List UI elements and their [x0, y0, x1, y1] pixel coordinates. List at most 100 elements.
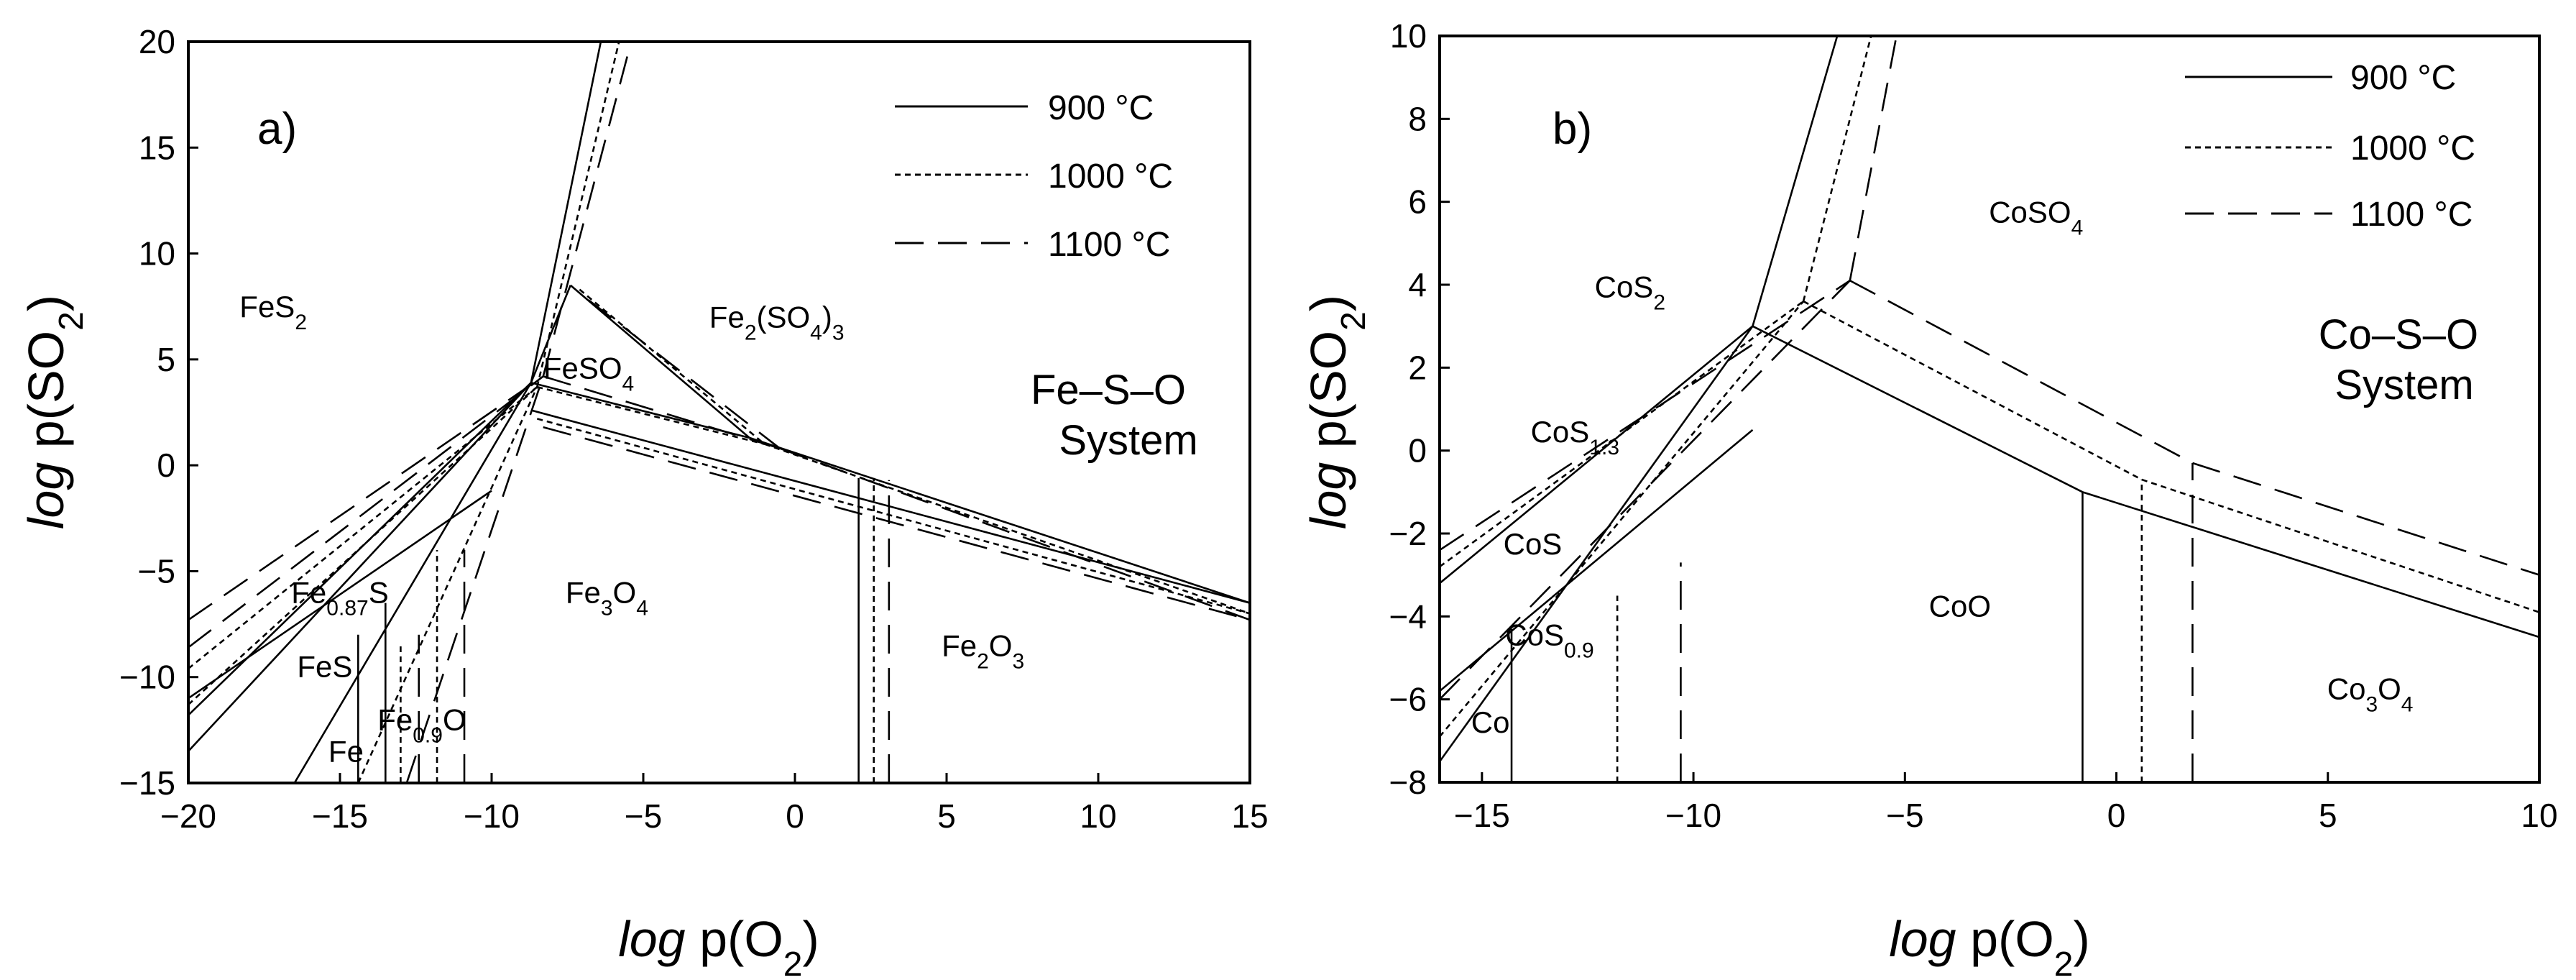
region-label: CoS0.9	[1505, 618, 1593, 663]
phase-boundary-2-7	[1440, 301, 1805, 738]
phase-boundary-2-2	[188, 386, 538, 669]
x-tick-label: 5	[937, 797, 956, 835]
region-label: CoSO4	[1989, 196, 2083, 240]
phase-boundary-2-2	[1802, 36, 1872, 302]
phase-boundary-3-4	[2192, 462, 2539, 576]
phase-boundary-1-13	[188, 490, 492, 700]
panel-a-frame	[187, 40, 1251, 784]
y-tick-label: 10	[139, 235, 175, 273]
phase-boundary-1-3	[530, 42, 602, 383]
phase-boundary-3-2	[188, 375, 544, 649]
y-tick-label: −10	[119, 659, 175, 696]
x-tick-label: −15	[312, 797, 368, 835]
x-tick-label: −5	[1886, 797, 1923, 834]
region-label: FeS2	[239, 290, 307, 334]
series-900C	[1440, 36, 2539, 782]
legend-b-label-1100: 1100 °C	[2350, 196, 2472, 234]
panel-b-region-labels: CoSO4 CoS2 CoS1.3 CoS CoS0.9 CoO Co Co3O4	[1471, 196, 2414, 739]
panel-b-y-axis-label: log p(SO2)	[1300, 295, 1373, 529]
phase-boundary-2-1	[188, 386, 538, 705]
x-tick-label: 0	[2107, 797, 2126, 834]
phase-boundary-3-4	[543, 375, 781, 449]
panel-b-ticks: −15 −10 −5 0 5 10 −8 −6 −4 −2 0 2 4 6 8 10	[1389, 17, 2558, 834]
y-tick-label: 4	[1408, 266, 1427, 303]
x-tick-label: −5	[625, 797, 662, 835]
phase-boundary-3-2	[1849, 36, 1898, 281]
phase-boundary-3-8	[405, 376, 544, 783]
y-tick-label: 10	[1390, 17, 1427, 55]
region-label: CoS	[1504, 527, 1563, 561]
region-label: CoS1.3	[1531, 415, 1619, 459]
x-tick-label: 0	[786, 797, 804, 835]
region-label: Fe0.9O	[377, 702, 466, 747]
series-1000C	[188, 42, 1250, 783]
panel-a-x-axis-label: log p(O2)	[618, 911, 819, 980]
phase-boundary-1-7	[569, 284, 750, 439]
phase-boundary-1-8	[530, 285, 571, 383]
x-tick-label: −10	[464, 797, 520, 835]
y-tick-label: 5	[157, 341, 175, 378]
y-tick-label: −6	[1389, 681, 1427, 718]
series-900C	[188, 42, 1250, 783]
phase-boundary-3-3	[542, 42, 632, 377]
y-tick-label: 8	[1408, 100, 1427, 137]
x-tick-label: 10	[1080, 797, 1116, 835]
panel-b-legend: 900 °C 1000 °C 1100 °C	[2185, 59, 2475, 234]
y-tick-label: −15	[119, 764, 175, 802]
panel-a-y-axis-label: log p(SO2)	[18, 295, 91, 529]
region-label: FeS	[297, 650, 352, 684]
y-tick-label: −8	[1389, 764, 1427, 801]
phase-boundary-3-6	[543, 426, 1250, 621]
panel-b-letter: b)	[1552, 104, 1592, 154]
phase-boundary-2-6	[536, 418, 1250, 615]
phase-boundary-3-7	[1440, 280, 1851, 700]
region-label: Fe0.87S	[291, 576, 388, 620]
y-tick-label: −2	[1389, 515, 1427, 552]
phase-boundary-1-2	[1752, 36, 1839, 327]
region-label: Fe2(SO4)3	[709, 301, 845, 345]
legend-label-1000: 1000 °C	[1048, 157, 1173, 196]
x-tick-label: 5	[2319, 797, 2337, 834]
x-tick-label: 15	[1231, 797, 1268, 835]
y-tick-label: −5	[138, 552, 175, 590]
panel-a-series	[188, 42, 1250, 783]
y-tick-label: 20	[139, 23, 175, 60]
phase-boundary-1-9	[293, 382, 532, 783]
y-tick-label: 15	[139, 129, 175, 166]
phase-boundary-1-3	[1752, 325, 2084, 493]
panel-b-series	[1440, 36, 2539, 782]
region-label: CoS2	[1595, 270, 1665, 314]
phase-boundary-2-4	[536, 385, 765, 445]
phase-boundary-2-4	[2141, 478, 2539, 613]
x-tick-label: −10	[1665, 797, 1721, 834]
panel-b-system-label: Co–S–O System	[2319, 311, 2490, 408]
x-tick-label: 10	[2521, 797, 2557, 834]
legend-b-label-1000: 1000 °C	[2350, 129, 2475, 168]
y-tick-label: 0	[157, 447, 175, 484]
phase-boundary-3-1	[188, 375, 544, 621]
x-tick-label: −15	[1454, 797, 1510, 834]
phase-boundary-3-1	[1440, 280, 1851, 551]
panel-a-letter: a)	[257, 104, 297, 154]
region-label: CoO	[1929, 589, 1991, 623]
legend-label-1100: 1100 °C	[1048, 226, 1170, 264]
panel-b-x-axis-label: log p(O2)	[1889, 911, 2090, 980]
series-1100C	[1440, 36, 2539, 782]
region-label: Fe3O4	[566, 576, 648, 620]
phase-boundary-2-8	[357, 386, 538, 783]
region-label: Co	[1471, 705, 1510, 739]
panel-b-frame	[1438, 35, 2541, 784]
phase-boundary-2-1	[1440, 301, 1804, 568]
region-label: Fe	[328, 735, 364, 769]
panel-a-region-labels: FeS2 FeSO4 Fe2(SO4)3 Fe0.87S Fe3O4 FeS Fe0.9O F…	[239, 290, 1024, 769]
y-tick-label: 6	[1408, 183, 1427, 221]
phase-boundary-1-8	[1440, 429, 1754, 692]
series-1100C	[188, 42, 1250, 783]
panel-a-legend: 900 °C 1000 °C 1100 °C	[895, 89, 1173, 264]
region-label: Co3O4	[2327, 672, 2414, 717]
legend-b-label-900: 900 °C	[2350, 59, 2456, 97]
phase-boundary-1-7	[1440, 325, 1754, 762]
phase-boundary-1-5	[749, 436, 1250, 604]
